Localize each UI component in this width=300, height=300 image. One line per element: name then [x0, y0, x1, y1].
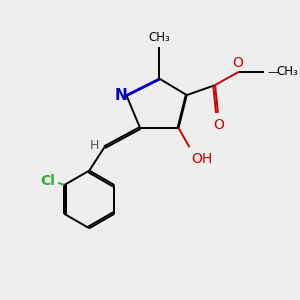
- Text: CH₃: CH₃: [276, 65, 298, 78]
- Text: H: H: [89, 140, 99, 152]
- Text: N: N: [115, 88, 128, 103]
- Text: Cl: Cl: [40, 174, 55, 188]
- Text: O: O: [232, 56, 243, 70]
- Text: CH₃: CH₃: [148, 31, 170, 44]
- Text: —: —: [268, 67, 279, 77]
- Text: O: O: [213, 118, 224, 132]
- Text: OH: OH: [191, 152, 212, 166]
